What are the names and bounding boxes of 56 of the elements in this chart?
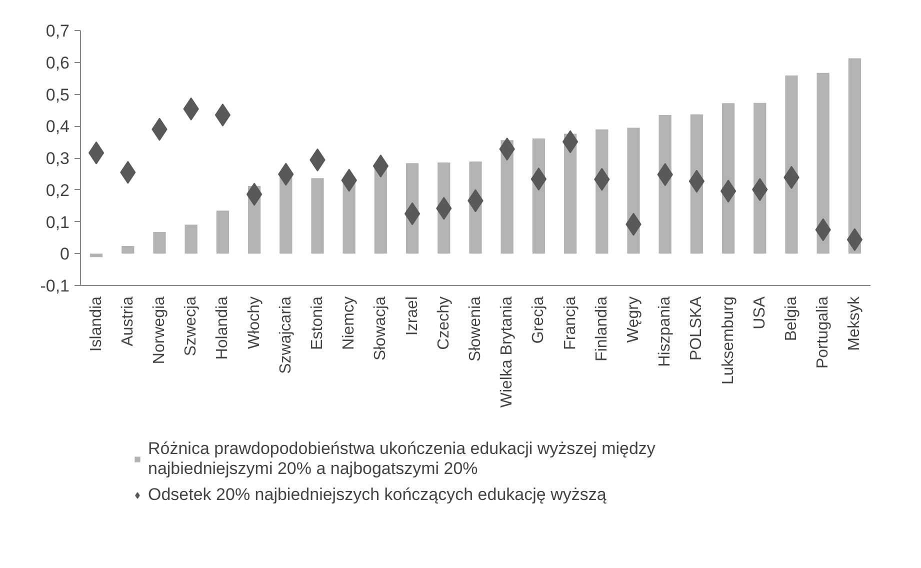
x-tick-label: Izrael [404, 296, 421, 336]
y-tick-label: 0,5 [46, 85, 70, 104]
bar [816, 72, 830, 254]
x-tick-label: POLSKA [688, 296, 706, 361]
x-tick-label: Estonia [309, 296, 326, 350]
x-tick-label: Węgry [625, 296, 642, 343]
bar [184, 224, 198, 254]
x-tick-label: Meksyk [846, 296, 864, 351]
bar [311, 178, 324, 254]
x-tick-label: Holandia [214, 296, 232, 360]
x-tick-label: Słowenia [467, 296, 484, 362]
point [720, 180, 736, 203]
x-tick-label: Szwajcaria [277, 296, 294, 374]
bar [153, 232, 166, 254]
x-tick-label: Islandia [88, 296, 105, 352]
y-tick-label: 0 [60, 244, 70, 264]
x-tick-label: Szwecja [182, 296, 200, 356]
y-tick-label: 0,4 [46, 117, 70, 136]
x-tick-label: Słowacja [372, 296, 390, 361]
x-tick-label: Austria [119, 296, 136, 346]
point [404, 202, 420, 226]
bar [122, 246, 134, 254]
legend-label: Różnica prawdopodobieństwa ukończenia edukacji wyższej między najbiedniejszymi 20% a najbogatszymi 20% [148, 439, 656, 479]
bar [90, 254, 103, 258]
bar [848, 58, 862, 254]
point [246, 182, 262, 206]
y-tick-label: 0,6 [46, 53, 70, 72]
point [214, 103, 231, 126]
point [562, 130, 578, 154]
x-tick-label: Luksemburg [720, 296, 737, 385]
bar [374, 168, 388, 254]
y-tick-label: -0,1 [40, 276, 70, 296]
point [530, 168, 547, 191]
y-tick-label: 0,2 [46, 180, 70, 200]
y-tick-label: 0,7 [46, 22, 70, 40]
point [688, 170, 705, 193]
legend-label: Odsetek 20% najbiedniejszych kończących edukację wyższą [148, 485, 606, 505]
x-tick-label: Grecja [530, 296, 548, 344]
y-tick-label: 0,1 [46, 212, 70, 232]
x-tick-label: Niemcy [340, 296, 358, 350]
x-tick-label: Czechy [435, 296, 452, 350]
y-tick-label: 0,3 [46, 149, 70, 168]
x-tick-label: Włochy [246, 296, 263, 349]
x-tick-label: Wielka Brytania [498, 296, 516, 408]
point [846, 228, 863, 252]
x-tick-label: Hiszpania [656, 296, 674, 367]
x-tick-label: Francja [562, 296, 579, 350]
x-tick-label: Norwegia [151, 296, 168, 364]
point [88, 141, 104, 164]
bar [216, 210, 230, 254]
bar [785, 75, 798, 254]
x-tick-label: Portugalia [814, 296, 832, 369]
x-tick-label: USA [751, 296, 768, 330]
point [372, 154, 389, 178]
x-tick-label: Belgia [783, 296, 800, 341]
x-tick-label: Finlandia [593, 296, 610, 362]
